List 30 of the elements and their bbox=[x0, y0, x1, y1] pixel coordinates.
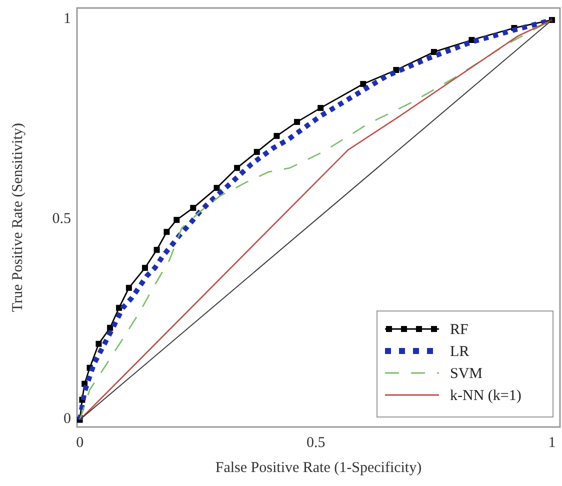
legend-label: LR bbox=[450, 344, 470, 360]
x-tick-label: 0.5 bbox=[306, 435, 326, 451]
x-tick-label: 1 bbox=[548, 435, 556, 451]
legend-label: k-NN (k=1) bbox=[450, 388, 522, 404]
y-tick-label: 0 bbox=[64, 410, 71, 427]
point bbox=[430, 48, 437, 55]
point bbox=[468, 36, 475, 43]
point bbox=[116, 304, 122, 311]
point bbox=[234, 164, 240, 171]
point bbox=[274, 132, 280, 139]
point bbox=[254, 148, 260, 155]
point bbox=[190, 204, 196, 211]
point bbox=[214, 184, 220, 191]
point bbox=[174, 216, 180, 223]
x-axis-title: False Positive Rate (1-Specificity) bbox=[215, 460, 422, 476]
point bbox=[318, 104, 324, 111]
y-tick-label: 1 bbox=[64, 10, 71, 27]
point bbox=[154, 246, 160, 253]
point bbox=[126, 284, 132, 291]
legend-label: SVM bbox=[450, 366, 483, 382]
point bbox=[294, 118, 300, 125]
x-tick-label: 0 bbox=[76, 435, 84, 451]
legend-label: RF bbox=[450, 322, 468, 338]
point bbox=[142, 264, 148, 271]
point bbox=[360, 80, 366, 87]
y-axis-title: True Positive Rate (Sensitivity) bbox=[10, 122, 26, 312]
point bbox=[164, 228, 170, 235]
point bbox=[96, 340, 102, 347]
y-tick-label: 0.5 bbox=[52, 210, 71, 227]
point bbox=[107, 324, 114, 331]
